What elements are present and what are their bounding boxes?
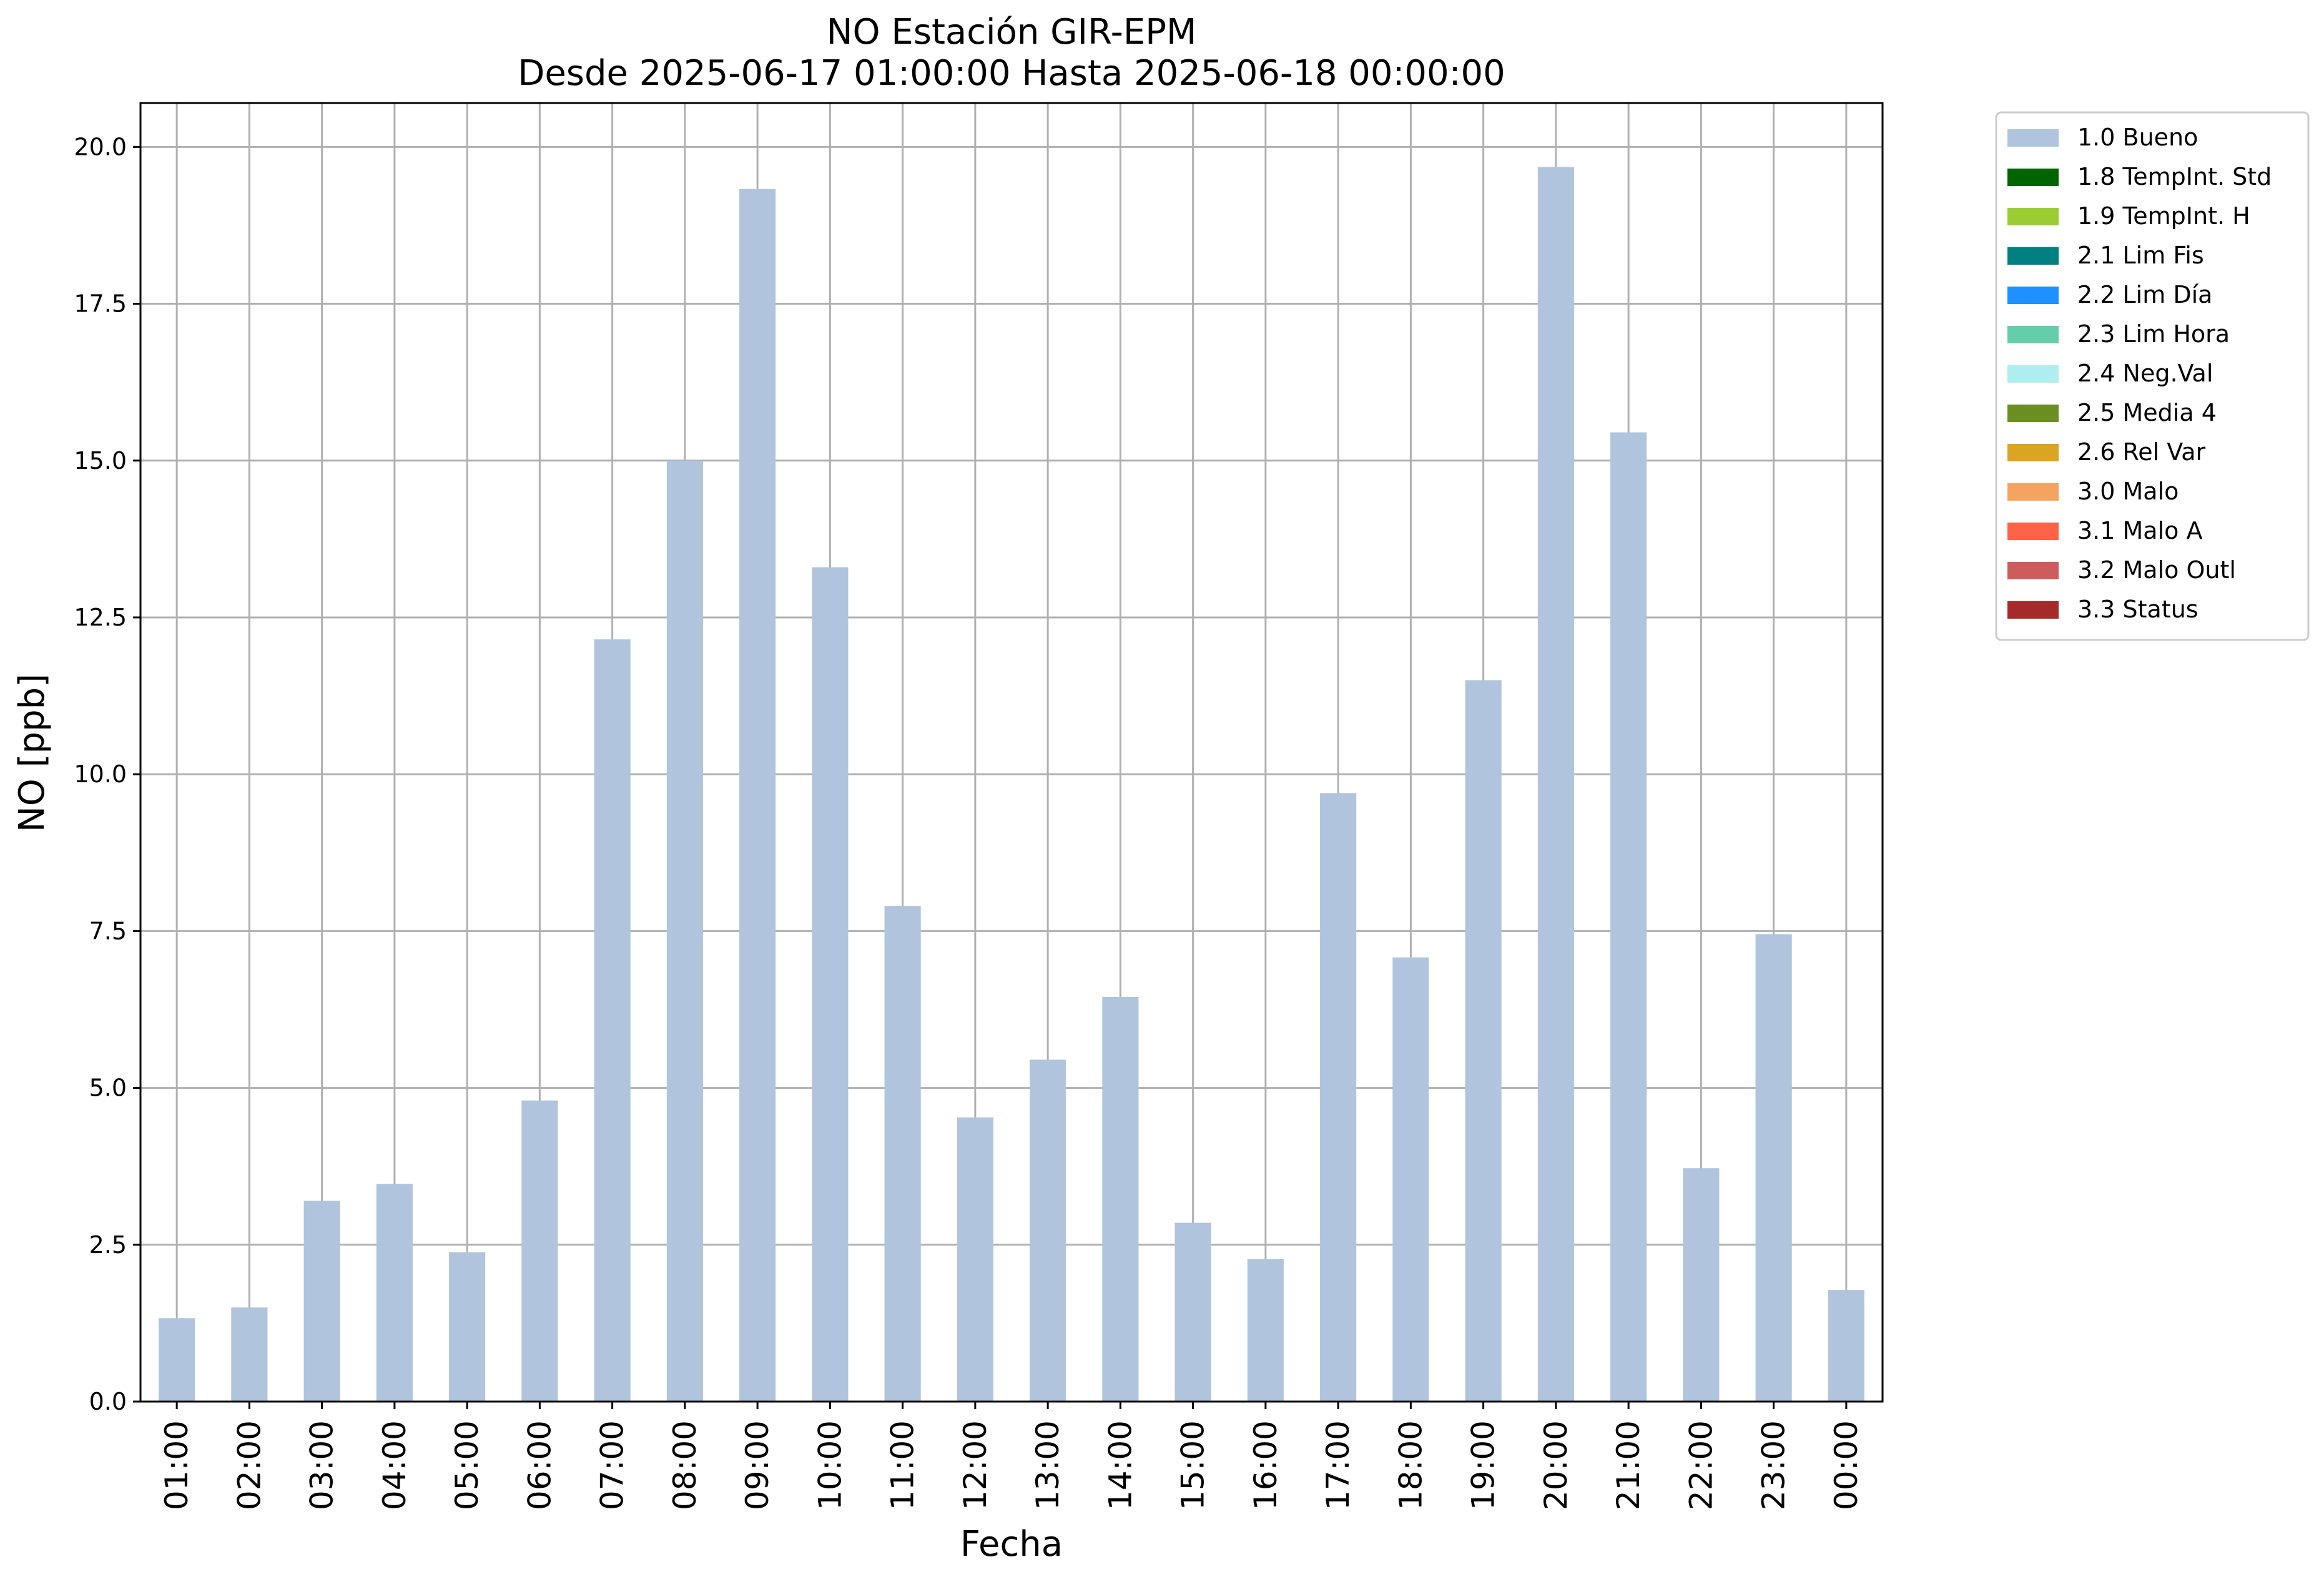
bar [1828, 1290, 1864, 1402]
bar [1537, 167, 1574, 1402]
x-tick-label: 06:00 [521, 1420, 558, 1510]
legend-swatch [2007, 169, 2059, 186]
x-tick-label: 18:00 [1392, 1420, 1429, 1510]
bar [739, 189, 776, 1402]
bar [957, 1117, 993, 1402]
x-tick-label: 23:00 [1756, 1420, 1792, 1510]
legend-label: 3.1 Malo A [2077, 517, 2202, 544]
legend-label: 3.0 Malo [2077, 478, 2179, 505]
bar [521, 1100, 558, 1402]
x-tick-label: 04:00 [377, 1420, 413, 1510]
bar [303, 1201, 340, 1402]
bar [1683, 1168, 1720, 1402]
x-tick-label: 09:00 [739, 1420, 775, 1510]
x-tick-label: 19:00 [1465, 1420, 1502, 1510]
legend-swatch [2007, 287, 2059, 304]
x-tick-label: 20:00 [1538, 1420, 1574, 1510]
plot-frame [139, 102, 1884, 1403]
bar [1610, 432, 1647, 1402]
x-tick-label: 03:00 [304, 1420, 340, 1510]
bar [159, 1318, 195, 1402]
legend-label: 3.3 Status [2077, 596, 2198, 623]
bar [1392, 957, 1429, 1402]
y-tick-label: 20.0 [74, 133, 127, 160]
legend-swatch [2007, 247, 2059, 265]
legend-swatch [2007, 562, 2059, 579]
bar [812, 567, 849, 1402]
bar [449, 1252, 486, 1402]
y-tick-label: 7.5 [89, 917, 127, 945]
legend-swatch [2007, 483, 2059, 501]
x-tick-label: 08:00 [667, 1420, 703, 1510]
x-tick-label: 13:00 [1030, 1420, 1066, 1510]
y-tick-label: 17.5 [74, 290, 127, 318]
bar [1030, 1059, 1066, 1402]
legend-label: 3.2 Malo Outl [2077, 556, 2236, 584]
bar [1320, 793, 1357, 1402]
legend-swatch [2007, 365, 2059, 383]
legend-swatch [2007, 523, 2059, 540]
legend-frame [1995, 111, 2310, 641]
x-tick-label: 11:00 [885, 1420, 921, 1510]
legend-swatch [2007, 405, 2059, 422]
x-tick-label: 12:00 [957, 1420, 993, 1510]
bar [1102, 996, 1139, 1402]
x-tick-label: 16:00 [1248, 1420, 1284, 1510]
x-tick-label: 07:00 [594, 1420, 631, 1510]
bars [159, 167, 1864, 1402]
legend: 1.0 Bueno 1.8 TempInt. Std 1.9 TempInt. H 2… [1995, 111, 2310, 641]
legend-swatch [2007, 444, 2059, 461]
bar [594, 639, 631, 1402]
y-tick-label: 5.0 [89, 1074, 127, 1102]
legend-label: 2.2 Lim Día [2077, 281, 2212, 308]
x-tick-label: 15:00 [1175, 1420, 1211, 1510]
bar [1465, 680, 1502, 1402]
x-tick-label: 10:00 [812, 1420, 848, 1510]
bar [231, 1307, 268, 1402]
y-axis-ticks: 0.0 2.5 5.0 7.5 10.0 12.5 15.0 17.5 20.0 [74, 133, 140, 1415]
x-tick-label: 02:00 [231, 1420, 267, 1510]
x-tick-label: 22:00 [1683, 1420, 1719, 1510]
legend-label: 1.9 TempInt. H [2077, 202, 2250, 230]
x-tick-label: 05:00 [449, 1420, 485, 1510]
bar [376, 1184, 413, 1402]
bar [1247, 1259, 1284, 1402]
x-tick-label: 01:00 [159, 1420, 195, 1510]
x-tick-label: 21:00 [1610, 1420, 1647, 1510]
y-tick-label: 10.0 [74, 760, 127, 788]
x-tick-label: 14:00 [1102, 1420, 1138, 1510]
x-tick-label: 00:00 [1828, 1420, 1864, 1510]
bar [1174, 1222, 1211, 1402]
bar [884, 906, 921, 1402]
legend-swatch [2007, 326, 2059, 343]
x-tick-label: 17:00 [1320, 1420, 1356, 1510]
y-tick-label: 2.5 [89, 1231, 127, 1259]
legend-swatch [2007, 601, 2059, 619]
legend-label: 2.6 Rel Var [2077, 438, 2206, 466]
legend-swatch [2007, 129, 2059, 147]
y-tick-label: 0.0 [89, 1388, 127, 1415]
bar [666, 460, 703, 1402]
chart-subtitle: Desde 2025-06-17 01:00:00 Hasta 2025-06-… [518, 53, 1505, 94]
bar [1755, 934, 1792, 1402]
legend-label: 1.0 Bueno [2077, 124, 2198, 151]
y-tick-label: 12.5 [74, 604, 127, 631]
x-axis-ticks: 01:00 02:00 03:00 04:00 05:00 06:00 07:00 08:00… [159, 1402, 1864, 1510]
y-tick-label: 15.0 [74, 447, 127, 474]
legend-label: 1.8 TempInt. Std [2077, 163, 2272, 190]
x-axis-label: Fecha [960, 1524, 1063, 1565]
legend-label: 2.1 Lim Fis [2077, 242, 2204, 269]
legend-label: 2.4 Neg.Val [2077, 360, 2213, 387]
legend-label: 2.5 Media 4 [2077, 399, 2217, 426]
y-axis-label: NO [ppb] [12, 674, 52, 832]
chart-title: NO Estación GIR-EPM [827, 12, 1197, 52]
legend-swatch [2007, 208, 2059, 225]
legend-label: 2.3 Lim Hora [2077, 320, 2230, 348]
